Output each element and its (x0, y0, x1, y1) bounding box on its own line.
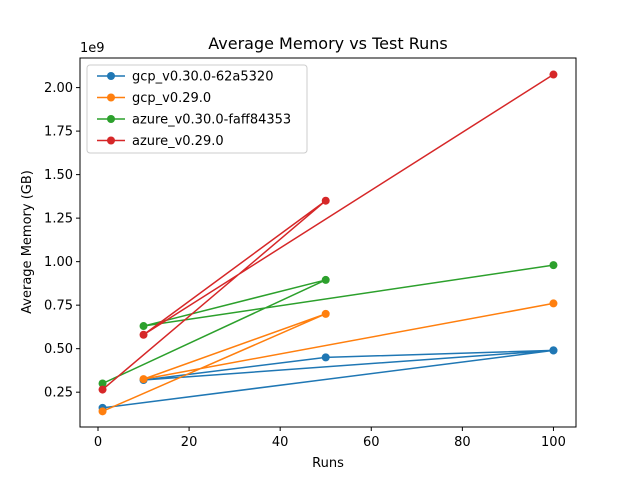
x-tick-label: 40 (272, 435, 289, 450)
data-point (321, 309, 330, 318)
x-tick-label: 0 (94, 435, 102, 450)
data-point (321, 196, 330, 205)
series-line-3 (102, 73, 554, 391)
y-tick-label: 0.75 (44, 299, 73, 314)
y-offset-label: 1e9 (80, 41, 105, 56)
legend-label: gcp_v0.29.0 (132, 91, 211, 106)
x-tick-label: 20 (181, 435, 198, 450)
data-point (139, 322, 148, 331)
y-tick-label: 2.00 (44, 81, 73, 96)
legend-marker (107, 115, 115, 123)
plot-area-frame (79, 57, 577, 428)
x-tick-label: 60 (363, 435, 380, 450)
legend-marker (107, 72, 115, 80)
legend-label: azure_v0.29.0 (132, 134, 224, 149)
data-point (321, 353, 330, 362)
y-axis: 0.25 0.50 0.75 1.00 1.25 1.50 1.75 2.00 (44, 81, 80, 401)
legend-box (86, 64, 308, 154)
y-tick-label: 1.50 (44, 168, 73, 183)
y-axis-label: Average Memory (GB) (20, 170, 35, 314)
legend-marker (107, 93, 115, 102)
data-point (98, 379, 107, 388)
data-point (139, 375, 148, 384)
y-tick-label: 1.25 (44, 212, 73, 227)
y-tick-label: 1.00 (44, 255, 73, 270)
x-tick-label: 100 (541, 435, 566, 450)
data-point (549, 261, 558, 270)
data-point (321, 275, 330, 284)
data-point (98, 385, 107, 394)
y-tick-label: 1.75 (44, 125, 73, 140)
y-tick-label: 0.50 (44, 342, 73, 357)
series-points (98, 70, 558, 416)
legend: gcp_v0.30.0-62a5320 gcp_v0.29.0 azure_v0.3… (86, 64, 308, 154)
data-point (549, 70, 558, 79)
x-axis: 0 20 40 60 80 100 (94, 427, 566, 450)
chart-title: Average Memory vs Test Runs (208, 34, 447, 53)
x-tick-label: 80 (454, 435, 471, 450)
legend-label: gcp_v0.30.0-62a5320 (132, 70, 273, 85)
data-point (139, 330, 148, 339)
legend-label: azure_v0.30.0-faff84353 (132, 113, 291, 128)
legend-marker (107, 136, 115, 145)
data-point (98, 407, 107, 416)
series-line-1 (102, 302, 554, 413)
series-line-2 (102, 264, 554, 385)
data-point (549, 346, 558, 355)
x-axis-label: Runs (312, 456, 344, 471)
y-tick-label: 0.25 (44, 386, 73, 401)
data-point (549, 299, 558, 308)
